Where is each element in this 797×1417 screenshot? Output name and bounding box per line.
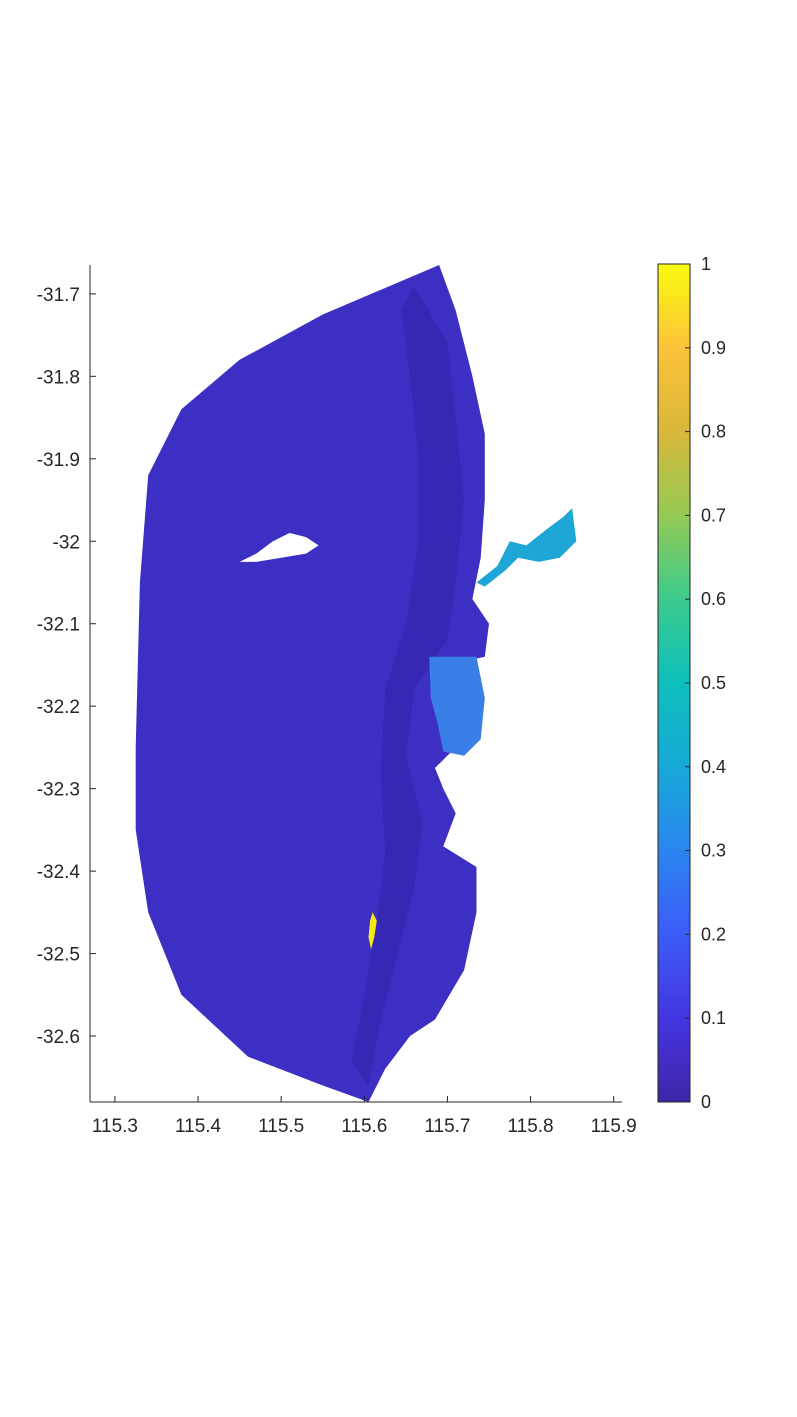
- colorbar-ticks: 0 0.1 0.2 0.3 0.4 0.5 0.6 0.7 0.8 0.9 1: [685, 254, 726, 1112]
- colorbar-tick-label: 0.7: [701, 505, 726, 525]
- y-tick-label: -31.9: [37, 450, 80, 471]
- y-ticks: -31.7 -31.8 -31.9 -32 -32.1 -32.2 -32.3 -32.4 -3…: [37, 285, 96, 1048]
- y-tick-label: -32.1: [37, 615, 80, 636]
- colorbar: 0 0.1 0.2 0.3 0.4 0.5 0.6 0.7 0.8 0.9 1: [657, 254, 726, 1112]
- colorbar-tick-label: 0.5: [701, 673, 726, 693]
- y-tick-label: -32.4: [37, 862, 81, 883]
- y-tick-label: -31.7: [37, 285, 80, 306]
- colorbar-tick-label: 0.3: [701, 841, 726, 861]
- colorbar-gradient: [658, 264, 690, 1102]
- x-tick-label: 115.9: [591, 1116, 637, 1137]
- region-yellow-patch: [368, 912, 377, 950]
- x-tick-label: 115.3: [92, 1116, 138, 1137]
- x-ticks: 115.3 115.4 115.5 115.6 115.7 115.8 115.9: [92, 1096, 637, 1137]
- x-tick-label: 115.6: [341, 1116, 387, 1137]
- hole-island: [239, 533, 319, 562]
- y-tick-label: -32.5: [37, 945, 80, 966]
- colorbar-tick-label: 0.8: [701, 422, 726, 442]
- colorbar-tick-label: 0.1: [701, 1008, 726, 1028]
- colorbar-tick-label: 0.4: [701, 757, 726, 777]
- y-tick-label: -32.6: [37, 1027, 80, 1048]
- colorbar-tick-label: 1: [701, 254, 711, 274]
- colorbar-tick-label: 0: [701, 1092, 711, 1112]
- axes: [89, 265, 622, 1103]
- y-tick-label: -32.3: [37, 780, 80, 801]
- y-tick-label: -31.8: [37, 367, 80, 388]
- x-tick-label: 115.5: [258, 1116, 304, 1137]
- region-estuary-river: [476, 508, 577, 587]
- region-darker-shoal-band: [351, 285, 465, 1086]
- x-tick-label: 115.4: [175, 1116, 222, 1137]
- y-tick-label: -32.2: [37, 697, 80, 718]
- colorbar-tick-label: 0.6: [701, 589, 726, 609]
- x-tick-label: 115.8: [507, 1116, 553, 1137]
- colorbar-tick-label: 0.9: [701, 338, 726, 358]
- colorbar-tick-label: 0.2: [701, 924, 726, 944]
- plot-area: [135, 265, 577, 1102]
- y-tick-label: -32: [53, 532, 80, 553]
- x-tick-label: 115.7: [424, 1116, 470, 1137]
- region-lagoon-sound: [429, 656, 485, 756]
